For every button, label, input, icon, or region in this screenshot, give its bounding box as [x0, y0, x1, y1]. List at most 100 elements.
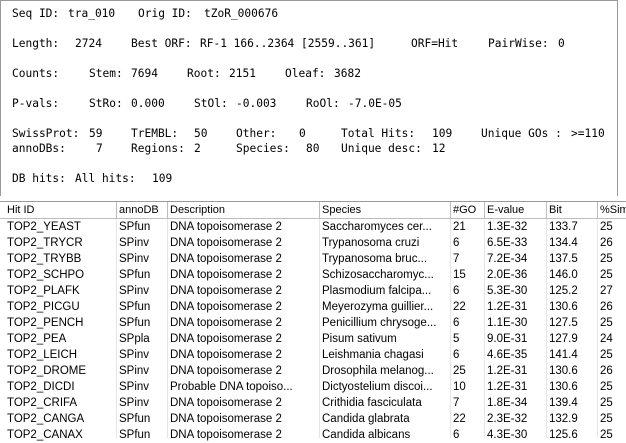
species-label: Species:: [236, 142, 290, 155]
col-description-cell: DNA topoisomerase 2: [170, 333, 282, 345]
length-line: Length: 2724 Best ORF: RF-1 166..2364 [2…: [12, 37, 612, 51]
col-evalue-cell: 1.2E-31: [487, 365, 528, 377]
col-species-cell: Meyerozyma guillier...: [322, 301, 434, 313]
table-row[interactable]: TOP2_DICDI SPinv Probable DNA topoiso... Di…: [0, 379, 626, 395]
rool-value: -7.0E-05: [348, 97, 402, 110]
table-row[interactable]: TOP2_TRYCR SPinv DNA topoisomerase 2 Trypan…: [0, 235, 626, 251]
col-hit-id-cell: TOP2_TRYCR: [7, 237, 83, 249]
col-description-cell: DNA topoisomerase 2: [170, 429, 282, 441]
seq-id-line: Seq ID: tra_010 Orig ID: tZoR_000676: [12, 7, 612, 21]
col-annodb-cell: SPfun: [119, 429, 151, 441]
col-sim-cell: 25: [600, 429, 613, 441]
col-hit-id-cell: TOP2_PEA: [7, 333, 67, 345]
col-hit-id-cell: TOP2_TRYBB: [7, 253, 82, 265]
col-evalue-cell: 4.6E-35: [487, 349, 528, 361]
annodbs-label: annoDBs:: [12, 142, 66, 155]
col-annodb-cell: SPinv: [119, 397, 150, 409]
col-sim-cell: 25: [600, 221, 613, 233]
col-hit-id-header[interactable]: Hit ID: [7, 204, 35, 216]
col-evalue-cell: 1.1E-30: [487, 317, 528, 329]
unique-gos-value: >=110: [571, 127, 605, 140]
col-bit-cell: 141.4: [549, 349, 578, 361]
column-divider: [546, 219, 547, 438]
col-species-cell: Candida glabrata: [322, 413, 410, 425]
root-label: Root:: [187, 67, 221, 80]
col-species-cell: Plasmodium falcipa...: [322, 285, 432, 297]
col-species-cell: Schizosaccharomyc...: [322, 269, 434, 281]
col-evalue-cell: 1.2E-31: [487, 301, 528, 313]
col-evalue-header[interactable]: E-value: [484, 202, 546, 218]
col-annodb-cell: SPpla: [119, 333, 150, 345]
column-divider: [116, 219, 117, 438]
col-go-count-cell: 25: [453, 365, 466, 377]
table-row[interactable]: TOP2_DROME SPinv DNA topoisomerase 2 Drosop…: [0, 363, 626, 379]
col-sim-cell: 26: [600, 301, 613, 313]
col-description-cell: DNA topoisomerase 2: [170, 317, 282, 329]
table-row[interactable]: TOP2_SCHPO SPfun DNA topoisomerase 2 Schizo…: [0, 267, 626, 283]
col-evalue-cell: 1.2E-31: [487, 381, 528, 393]
col-sim-header[interactable]: %Sim: [597, 202, 626, 218]
col-go-count-cell: 22: [453, 301, 466, 313]
col-species-cell: Dictyostelium discoi...: [322, 381, 433, 393]
orf-hit-label: ORF=Hit: [411, 37, 459, 50]
col-description-cell: DNA topoisomerase 2: [170, 253, 282, 265]
table-header: Hit ID annoDB Description Species #GO E-value…: [0, 202, 626, 219]
col-go-count-cell: 6: [453, 285, 460, 297]
col-go-count-cell: 6: [453, 429, 460, 441]
col-hit-id-cell: TOP2_DROME: [7, 365, 87, 377]
col-species-cell: Trypanosoma bruc...: [322, 253, 428, 265]
col-annodb-cell: SPinv: [119, 237, 150, 249]
col-species-header[interactable]: Species: [319, 202, 450, 218]
col-description-cell: DNA topoisomerase 2: [170, 237, 282, 249]
col-annodb-cell: SPfun: [119, 301, 151, 313]
col-hit-id-cell: TOP2_CANAX: [7, 429, 83, 441]
unique-gos-label: Unique GOs :: [481, 127, 562, 140]
column-divider: [450, 219, 451, 438]
column-divider: [319, 219, 320, 438]
col-go-count-cell: 22: [453, 413, 466, 425]
col-go-count-cell: 6: [453, 237, 460, 249]
col-bit-cell: 127.5: [549, 317, 578, 329]
table-row[interactable]: TOP2_TRYBB SPinv DNA topoisomerase 2 Trypan…: [0, 251, 626, 267]
col-description-header[interactable]: Description: [167, 202, 319, 218]
table-row[interactable]: TOP2_PLAFK SPinv DNA topoisomerase 2 Plasmo…: [0, 283, 626, 299]
col-annodb-header[interactable]: annoDB: [116, 202, 167, 218]
pvals-line: P-vals: StRo: 0.000 StOl: -0.003 RoOl: -…: [12, 97, 612, 111]
table-row[interactable]: TOP2_CANGA SPfun DNA topoisomerase 2 Candid…: [0, 411, 626, 427]
counts-line: Counts: Stem: 7694 Root: 2151 Oleaf: 368…: [12, 67, 612, 81]
col-bit-header[interactable]: Bit: [546, 202, 597, 218]
col-annodb-cell: SPinv: [119, 285, 150, 297]
table-row[interactable]: TOP2_CANAX SPfun DNA topoisomerase 2 Candid…: [0, 427, 626, 443]
col-sim-cell: 25: [600, 413, 613, 425]
col-species-cell: Leishmania chagasi: [322, 349, 424, 361]
table-row[interactable]: TOP2_LEICH SPinv DNA topoisomerase 2 Leishm…: [0, 347, 626, 363]
table-row[interactable]: TOP2_PICGU SPfun DNA topoisomerase 2 Meyero…: [0, 299, 626, 315]
col-description-cell: DNA topoisomerase 2: [170, 269, 282, 281]
hits-table: Hit ID annoDB Description Species #GO E-value…: [0, 201, 626, 441]
table-row[interactable]: TOP2_YEAST SPfun DNA topoisomerase 2 Saccha…: [0, 219, 626, 235]
table-row[interactable]: TOP2_PENCH SPfun DNA topoisomerase 2 Penici…: [0, 315, 626, 331]
stol-value: -0.003: [236, 97, 277, 110]
col-evalue-cell: 2.0E-36: [487, 269, 528, 281]
swissprot-label: SwissProt:: [12, 127, 80, 140]
stem-value: 7694: [131, 67, 158, 80]
col-species-cell: Drosophila melanog...: [322, 365, 434, 377]
species-value: 80: [306, 142, 320, 155]
all-hits-label: All hits:: [75, 172, 136, 185]
table-row[interactable]: TOP2_PEA SPpla DNA topoisomerase 2 Pisum sa…: [0, 331, 626, 347]
col-bit-cell: 134.4: [549, 237, 578, 249]
col-go-count-header[interactable]: #GO: [450, 202, 484, 218]
db-counts-line: SwissProt: 59 TrEMBL: 50 Other: 0 Total …: [12, 127, 618, 141]
seq-id-value: tra_010: [68, 7, 116, 20]
col-bit-cell: 125.2: [549, 285, 578, 297]
col-species-cell: Pisum sativum: [322, 333, 397, 345]
table-row[interactable]: TOP2_CRIFA SPinv DNA topoisomerase 2 Crithi…: [0, 395, 626, 411]
col-bit-cell: 133.7: [549, 221, 578, 233]
col-bit-cell: 146.0: [549, 269, 578, 281]
col-annodb-cell: SPfun: [119, 221, 151, 233]
col-hit-id-cell: TOP2_CANGA: [7, 413, 85, 425]
col-evalue-cell: 9.0E-31: [487, 333, 528, 345]
col-go-count-cell: 21: [453, 221, 466, 233]
unique-desc-label: Unique desc:: [341, 142, 422, 155]
col-go-count-cell: 5: [453, 333, 460, 345]
